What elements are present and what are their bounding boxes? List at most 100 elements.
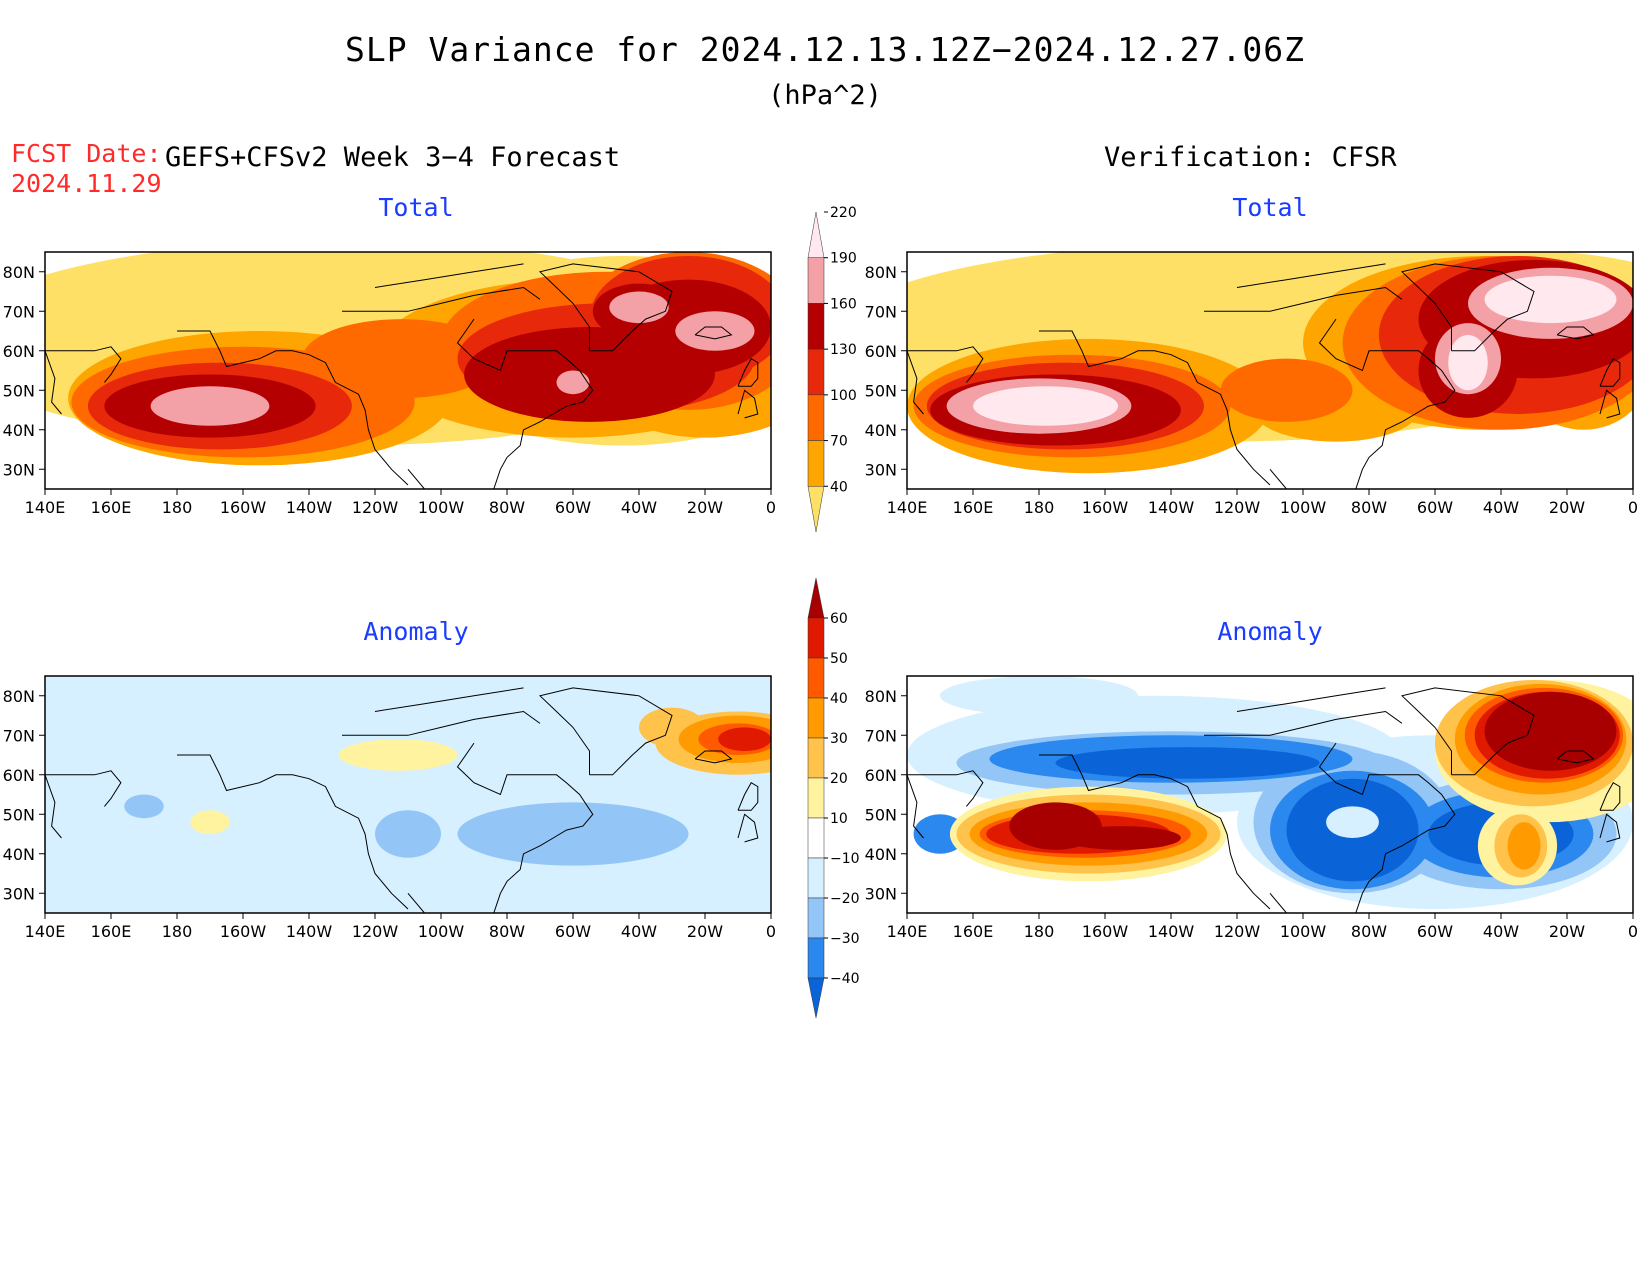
colorbar-label: 220 bbox=[830, 205, 857, 221]
coastline bbox=[1599, 813, 1621, 843]
map-frame bbox=[906, 675, 1634, 914]
coastline bbox=[1556, 326, 1595, 340]
coastline bbox=[694, 750, 733, 764]
lat-tick-label: 80N bbox=[865, 687, 897, 706]
colorbar-swatch bbox=[807, 657, 825, 699]
lon-tick-label: 100W bbox=[418, 922, 465, 941]
lon-tick-label: 140E bbox=[887, 922, 928, 941]
map-frame bbox=[906, 251, 1634, 490]
lat-tick-label: 50N bbox=[865, 381, 897, 400]
lon-tick-label: 40W bbox=[621, 922, 657, 941]
coastline bbox=[374, 687, 524, 712]
lon-tick-label: 120W bbox=[1214, 498, 1261, 517]
contour-fill bbox=[1484, 275, 1617, 324]
coastline bbox=[407, 742, 594, 913]
lon-tick-label: 0 bbox=[766, 498, 776, 517]
lat-tick-label: 30N bbox=[865, 884, 897, 903]
colorbar-swatch bbox=[807, 697, 825, 739]
coastline bbox=[1236, 263, 1386, 288]
lat-tick-label: 30N bbox=[3, 884, 35, 903]
colorbar-label: −20 bbox=[830, 891, 860, 907]
lon-tick-label: 80W bbox=[1351, 922, 1387, 941]
coastline bbox=[737, 813, 759, 843]
colorbar-swatch bbox=[807, 937, 825, 979]
lon-tick-label: 40W bbox=[621, 498, 657, 517]
lat-tick-label: 70N bbox=[865, 302, 897, 321]
map-panel-fcst-anomaly: 140E 160E 180 160W 140W 120W 100W 80W 60W 40W 20W 0… bbox=[3, 675, 776, 941]
lon-tick-label: 80W bbox=[489, 922, 525, 941]
lat-tick-label: 30N bbox=[865, 460, 897, 479]
lon-tick-label: 120W bbox=[352, 922, 399, 941]
coastline bbox=[1204, 286, 1403, 312]
coastline bbox=[45, 346, 122, 415]
coastline bbox=[1039, 754, 1271, 910]
panel-title-verification-anomaly: Anomaly bbox=[1217, 617, 1323, 646]
lon-tick-label: 160E bbox=[91, 498, 132, 517]
coastline bbox=[1269, 742, 1456, 913]
coastline bbox=[1269, 318, 1456, 489]
coastline bbox=[907, 346, 984, 415]
coastline bbox=[374, 263, 524, 288]
coastline bbox=[1236, 687, 1386, 712]
colorbar-swatch bbox=[807, 617, 825, 659]
lon-tick-label: 180 bbox=[162, 498, 193, 517]
lon-tick-label: 140E bbox=[25, 922, 66, 941]
lat-tick-label: 40N bbox=[3, 421, 35, 440]
coastline bbox=[1556, 750, 1595, 764]
lon-tick-label: 140W bbox=[286, 498, 333, 517]
contour-fill bbox=[1055, 747, 1320, 779]
total-colorbar: 40 70 100 130 160 190 220 bbox=[807, 205, 857, 533]
lon-tick-label: 160E bbox=[953, 498, 994, 517]
lon-tick-label: 60W bbox=[1417, 922, 1453, 941]
lat-tick-label: 40N bbox=[865, 421, 897, 440]
lon-tick-label: 140W bbox=[286, 922, 333, 941]
lon-tick-label: 180 bbox=[1024, 498, 1055, 517]
lon-tick-label: 0 bbox=[766, 922, 776, 941]
coastline bbox=[694, 326, 733, 340]
colorbar-label: 40 bbox=[830, 691, 848, 707]
lon-tick-label: 20W bbox=[1549, 498, 1585, 517]
lon-tick-label: 120W bbox=[352, 498, 399, 517]
lon-tick-label: 100W bbox=[418, 498, 465, 517]
lon-tick-label: 20W bbox=[1549, 922, 1585, 941]
panel-title-forecast-anomaly: Anomaly bbox=[363, 617, 469, 646]
lat-tick-label: 80N bbox=[3, 687, 35, 706]
colorbar-swatch bbox=[807, 394, 825, 441]
panel-title-verification-total: Total bbox=[1232, 193, 1308, 222]
lon-tick-label: 180 bbox=[1024, 922, 1055, 941]
lon-tick-label: 100W bbox=[1280, 498, 1327, 517]
lat-tick-label: 70N bbox=[3, 302, 35, 321]
lon-tick-label: 160E bbox=[91, 922, 132, 941]
colorbar-end-top bbox=[807, 211, 825, 258]
forecast-date-label: FCST Date: bbox=[11, 139, 162, 168]
verification-header: Verification: CFSR bbox=[1104, 142, 1397, 173]
contour-fill bbox=[1220, 358, 1353, 422]
map-field-fcst-anomaly bbox=[45, 676, 771, 913]
colorbar-swatch bbox=[807, 348, 825, 396]
map-panel-fcst-total: 140E 160E 180 160W 140W 120W 100W 80W 60W 40W 20W 0… bbox=[3, 251, 776, 517]
lon-tick-label: 80W bbox=[489, 498, 525, 517]
contour-fill bbox=[1326, 806, 1379, 838]
colorbar-swatch bbox=[807, 257, 825, 304]
anomaly-colorbar: −40 −30 −20 −10 10 20 30 40 50 60 bbox=[807, 577, 860, 1019]
contour-fill bbox=[718, 727, 771, 752]
map-frame bbox=[44, 251, 772, 490]
coastline bbox=[737, 389, 759, 419]
coastline bbox=[1039, 330, 1271, 486]
contour-fill bbox=[973, 386, 1119, 426]
lat-tick-label: 50N bbox=[3, 805, 35, 824]
lat-tick-label: 60N bbox=[865, 342, 897, 361]
contour-fill bbox=[1062, 826, 1181, 850]
lon-tick-label: 40W bbox=[1483, 498, 1519, 517]
lon-tick-label: 40W bbox=[1483, 922, 1519, 941]
lat-tick-label: 40N bbox=[3, 845, 35, 864]
coastline bbox=[1599, 782, 1621, 811]
colorbar-swatch bbox=[807, 737, 825, 779]
contour-fill bbox=[1448, 334, 1488, 391]
lat-tick-label: 70N bbox=[865, 726, 897, 745]
lat-tick-label: 50N bbox=[3, 381, 35, 400]
contour-fill bbox=[338, 739, 458, 771]
forecast-date: 2024.11.29 bbox=[11, 169, 162, 198]
lat-tick-label: 40N bbox=[865, 845, 897, 864]
